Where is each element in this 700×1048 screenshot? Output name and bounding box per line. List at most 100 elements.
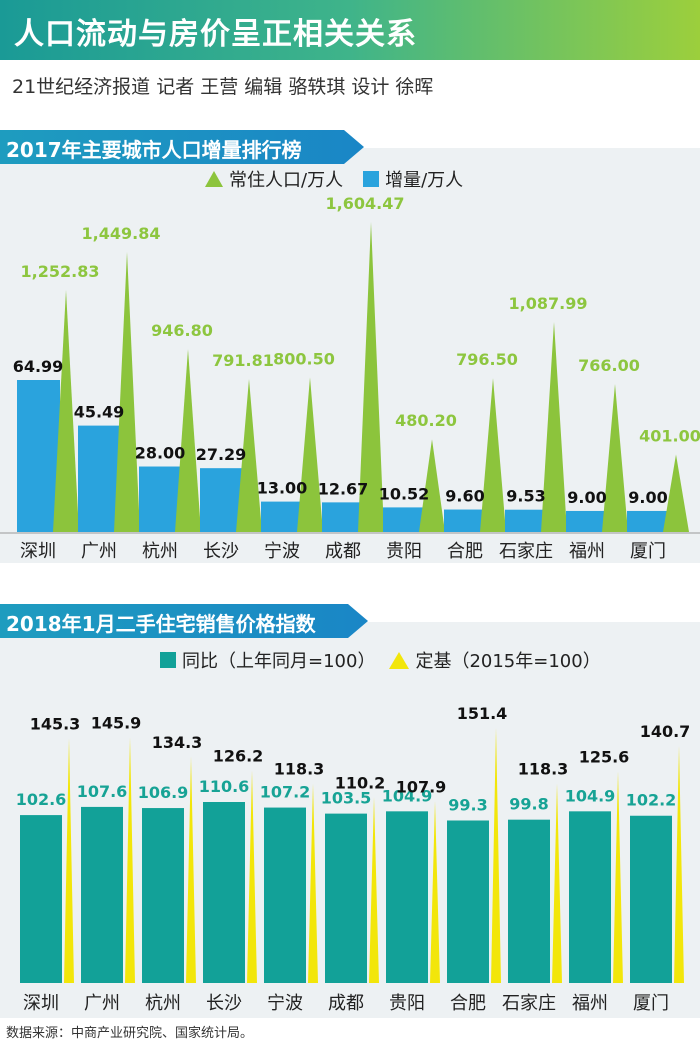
increase-bar [78,425,121,532]
city-tick-label: 长沙 [206,993,242,1014]
fixed-base-spike [674,746,684,983]
increase-bar [17,380,60,532]
yoy-value-label: 99.3 [448,795,487,814]
fixed-base-value-label: 145.3 [30,714,81,733]
increase-bar [383,507,426,532]
fixed-base-spike [613,771,623,983]
yoy-bar [386,811,428,983]
increase-value-label: 45.49 [74,403,125,422]
population-value-label: 1,252.83 [21,262,100,281]
city-tick-label: 宁波 [267,993,303,1014]
city-tick-label: 杭州 [145,993,181,1014]
increase-value-label: 9.00 [567,488,606,507]
population-value-label: 480.20 [395,411,457,430]
population-spike [53,289,79,532]
fixed-base-value-label: 125.6 [579,747,630,766]
legend-label-fixed-base: 定基（2015年=100） [415,651,601,672]
population-spike [480,378,506,532]
yoy-bar [142,808,184,983]
increase-value-label: 28.00 [135,444,186,463]
population-spike [358,222,384,532]
population-spike [236,379,262,532]
city-tick-label: 合肥 [450,993,486,1014]
fixed-base-value-label: 145.9 [91,713,142,732]
city-tick-label: 长沙 [203,541,239,562]
yoy-value-label: 104.9 [382,786,433,805]
population-value-label: 946.80 [151,321,213,340]
source-note: 数据来源：中商产业研究院、国家统计局。 [6,1026,254,1041]
yoy-bar [508,819,550,983]
increase-bar [566,510,609,532]
yoy-bar [325,813,367,983]
yoy-value-label: 107.6 [77,782,128,801]
fixed-base-spike [430,801,440,983]
population-spike [114,251,140,532]
population-spike [297,377,323,532]
yoy-value-label: 103.5 [321,789,372,808]
increase-bar [322,502,365,532]
population-value-label: 796.50 [456,350,518,369]
yoy-bar [264,807,306,983]
population-value-label: 766.00 [578,356,640,375]
population-value-label: 1,604.47 [326,194,405,213]
fixed-base-spike [552,783,562,983]
legend-label-yoy: 同比（上年同月=100） [182,651,376,672]
chart2-legend: 同比（上年同月=100） 定基（2015年=100） [160,647,601,673]
page-title: 人口流动与房价呈正相关关系 [14,17,417,52]
byline: 21世纪经济报道 记者 王营 编辑 骆轶琪 设计 徐晖 [12,76,434,98]
city-tick-label: 杭州 [142,541,178,562]
fixed-base-value-label: 134.3 [152,733,203,752]
city-tick-label: 石家庄 [502,993,556,1014]
chart1-header: 2017年主要城市人口增量排行榜 [0,130,364,164]
fixed-base-spike [64,738,74,983]
increase-bar [444,509,487,532]
chart1-title: 2017年主要城市人口增量排行榜 [6,138,302,162]
fixed-base-value-label: 151.4 [457,704,508,723]
population-value-label: 791.81 [212,351,274,370]
yoy-bar [630,815,672,983]
fixed-base-value-label: 110.2 [335,773,386,792]
city-tick-label: 深圳 [23,993,59,1014]
yoy-value-label: 106.9 [138,783,189,802]
city-tick-label: 福州 [569,541,605,562]
increase-value-label: 9.53 [506,487,545,506]
chart2-title: 2018年1月二手住宅销售价格指数 [6,612,316,636]
legend-teal-square-icon [160,652,176,668]
city-tick-label: 贵阳 [389,993,425,1014]
legend-label-population: 常住人口/万人 [229,170,344,191]
yoy-value-label: 104.9 [565,786,616,805]
city-tick-label: 厦门 [630,541,666,562]
increase-bar [261,501,304,532]
chart2-header: 2018年1月二手住宅销售价格指数 [0,604,368,638]
increase-bar [139,466,182,532]
fixed-base-value-label: 107.9 [396,777,447,796]
legend-yellow-triangle-icon [389,651,410,669]
fixed-base-value-label: 140.7 [640,722,691,741]
city-tick-label: 成都 [328,993,364,1014]
yoy-bar [81,806,123,983]
city-tick-label: 深圳 [20,541,56,562]
yoy-value-label: 110.6 [199,777,250,796]
fixed-base-spike [125,737,135,983]
yoy-bar [569,811,611,983]
city-tick-label: 贵阳 [386,541,422,562]
chart1-plot: 64.99 1,252.83 深圳 45.49 1,449.84 广州 28.00 946.8… [0,194,700,562]
population-value-label: 1,087.99 [509,294,588,313]
increase-value-label: 9.60 [445,487,484,506]
city-tick-label: 石家庄 [499,541,553,562]
yoy-bar [20,815,62,983]
population-spike [175,349,201,532]
city-tick-label: 宁波 [264,541,300,562]
chart2-plot: 102.6 145.3 深圳 107.6 145.9 广州 106.9 134.3 杭州 110.… [16,704,691,1014]
increase-value-label: 10.52 [379,484,430,503]
legend-green-triangle-icon [205,171,223,187]
population-value-label: 1,449.84 [82,224,161,243]
yoy-value-label: 102.2 [626,791,677,810]
fixed-base-spike [491,728,501,983]
fixed-base-value-label: 126.2 [213,746,264,765]
fixed-base-value-label: 118.3 [518,760,569,779]
population-value-label: 800.50 [273,349,335,368]
population-spike [419,439,445,532]
chart1-legend: 常住人口/万人 增量/万人 [205,166,463,192]
yoy-value-label: 107.2 [260,783,311,802]
